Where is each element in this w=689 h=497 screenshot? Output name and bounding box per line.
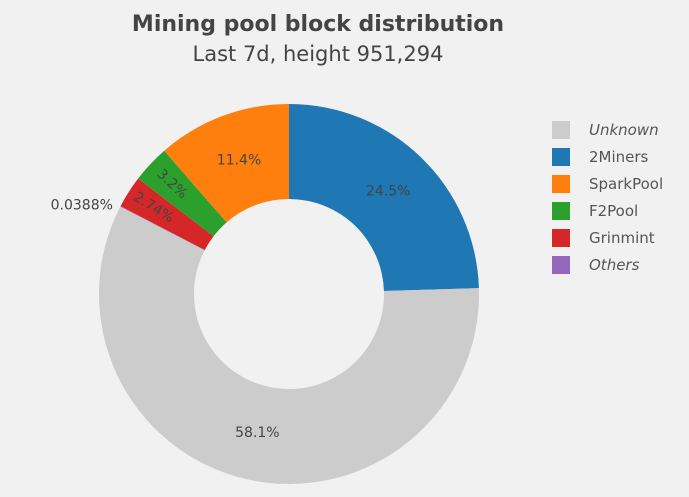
legend-item-others[interactable]: Others [552, 251, 663, 278]
slice-others[interactable] [120, 206, 205, 251]
legend-swatch-icon [552, 255, 570, 274]
legend-label: Grinmint [589, 228, 655, 247]
legend-label: 2Miners [589, 147, 649, 166]
legend-item-f2pool[interactable]: F2Pool [552, 197, 663, 224]
legend-swatch-icon [552, 147, 570, 166]
slice-sparkpool[interactable] [164, 104, 289, 223]
chart-subtitle: Last 7d, height 951,294 [192, 42, 444, 66]
legend-item-2miners[interactable]: 2Miners [552, 143, 663, 170]
slice-label-2miners: 24.5% [366, 184, 410, 200]
legend-item-sparkpool[interactable]: SparkPool [552, 170, 663, 197]
legend-item-grinmint[interactable]: Grinmint [552, 224, 663, 251]
legend-swatch-icon [552, 174, 570, 193]
chart-title: Mining pool block distribution [131, 12, 505, 37]
legend-label: Others [589, 255, 640, 274]
legend-item-unknown[interactable]: Unknown [552, 116, 663, 143]
slice-2miners[interactable] [289, 104, 479, 292]
legend-swatch-icon [552, 228, 570, 247]
legend-label: Unknown [589, 120, 659, 139]
legend-label: SparkPool [589, 174, 664, 193]
legend-swatch-icon [552, 201, 570, 220]
legend-swatch-icon [552, 120, 570, 139]
slice-unknown[interactable] [98, 206, 480, 485]
slice-label-sparkpool: 11.4% [217, 153, 261, 169]
slice-label-unknown: 58.1% [235, 425, 279, 441]
legend: Unknown 2Miners SparkPool F2Pool Grinmin… [552, 116, 663, 278]
slice-grinmint[interactable] [120, 178, 214, 251]
slice-f2pool[interactable] [138, 150, 227, 237]
slice-label-others: 0.0388% [51, 197, 113, 213]
legend-label: F2Pool [589, 201, 639, 220]
